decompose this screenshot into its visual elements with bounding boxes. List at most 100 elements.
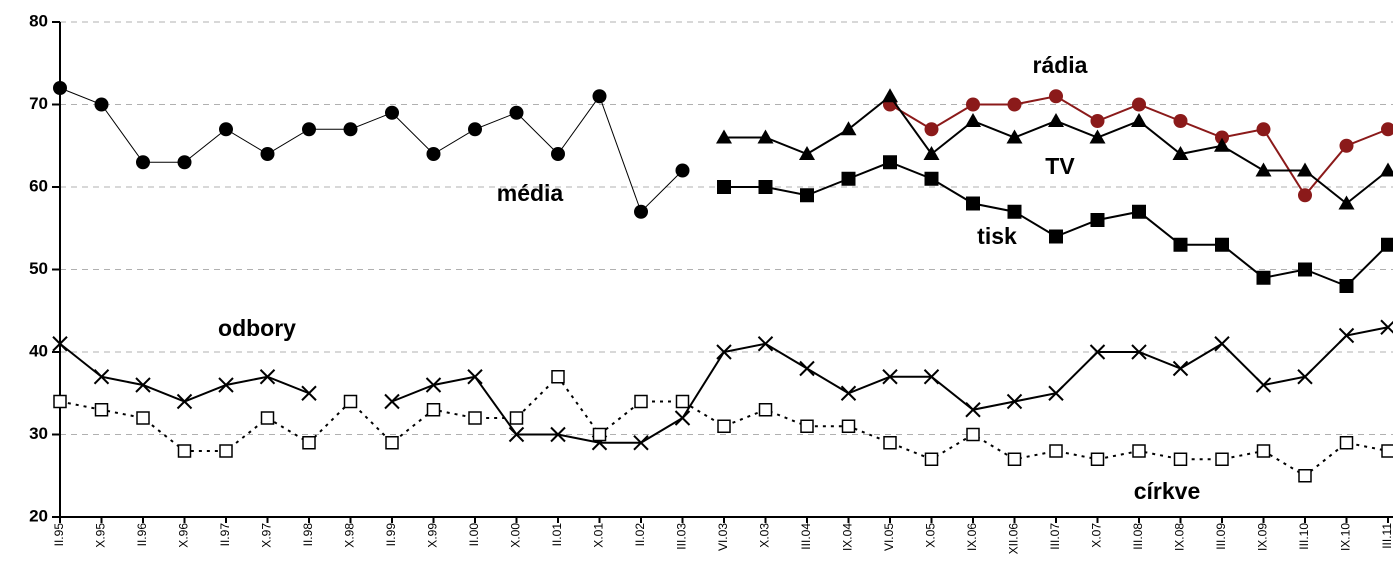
x-tick-label: II.95 <box>52 523 66 547</box>
y-tick-label: 80 <box>29 11 48 30</box>
point <box>882 369 898 385</box>
x-tick-label: X.03 <box>758 523 772 548</box>
point <box>1006 129 1023 144</box>
x-tick-label: XII.06 <box>1007 523 1021 555</box>
series <box>717 155 1393 293</box>
point <box>260 147 275 161</box>
point <box>177 155 192 170</box>
point <box>1380 319 1393 335</box>
x-tick-label: X.97 <box>260 523 274 548</box>
point <box>509 105 524 120</box>
point <box>799 146 815 160</box>
series-label: tisk <box>977 223 1017 249</box>
series-line <box>59 87 683 213</box>
x-tick-label: II.02 <box>633 523 647 547</box>
point <box>1172 360 1189 377</box>
point <box>1297 369 1313 385</box>
point <box>1215 452 1229 466</box>
x-tick-label: X.01 <box>592 523 606 548</box>
point <box>633 435 649 451</box>
point <box>883 155 897 170</box>
point <box>1049 229 1063 244</box>
point <box>343 122 358 137</box>
x-tick-label: II.97 <box>218 523 232 547</box>
point <box>1338 195 1355 210</box>
point <box>218 377 234 393</box>
series-label: odbory <box>218 315 296 341</box>
point <box>840 121 857 136</box>
point <box>675 394 690 409</box>
point <box>468 411 482 425</box>
series <box>716 88 1393 210</box>
series-line <box>59 375 1389 477</box>
point <box>176 393 193 410</box>
point <box>1007 204 1022 219</box>
point <box>1006 393 1023 410</box>
y-tick-label: 40 <box>29 341 48 360</box>
point <box>716 129 732 144</box>
x-tick-label: IX.04 <box>841 523 855 551</box>
y-tick-label: 50 <box>29 259 48 278</box>
series-label: církve <box>1134 478 1201 504</box>
point <box>1172 146 1189 160</box>
point <box>592 89 607 104</box>
point <box>551 370 565 384</box>
point <box>923 369 940 385</box>
x-tick-label: VI.05 <box>882 523 896 551</box>
point <box>1089 344 1106 360</box>
point <box>1256 270 1271 285</box>
point <box>1048 113 1064 127</box>
point <box>509 411 524 425</box>
x-tick-label: IX.09 <box>1256 523 1270 551</box>
point <box>882 88 898 103</box>
point <box>966 427 980 442</box>
point <box>1090 213 1105 227</box>
point <box>883 436 897 450</box>
point <box>716 344 732 360</box>
point <box>634 204 648 219</box>
point <box>1131 344 1147 360</box>
point <box>717 180 731 194</box>
point <box>800 419 814 433</box>
point <box>385 436 399 450</box>
point <box>924 452 939 466</box>
point <box>426 147 441 161</box>
x-tick-label: III.07 <box>1048 523 1062 550</box>
x-tick-label: III.10 <box>1297 523 1311 550</box>
series <box>53 81 690 219</box>
y-tick-label: 30 <box>29 424 48 443</box>
point <box>550 426 566 443</box>
point <box>758 403 773 417</box>
point <box>1256 122 1271 137</box>
point <box>1090 452 1105 466</box>
point <box>757 336 774 352</box>
point <box>757 129 774 144</box>
point <box>136 411 150 425</box>
point <box>717 419 731 433</box>
x-tick-label: III.08 <box>1131 523 1145 550</box>
x-tick-label: X.96 <box>177 523 191 548</box>
point <box>1298 469 1312 483</box>
point <box>135 377 151 393</box>
x-tick-label: X.99 <box>426 523 440 548</box>
point <box>1214 137 1230 152</box>
x-tick-label: II.01 <box>550 523 564 547</box>
point <box>1173 237 1188 252</box>
point <box>1255 377 1272 393</box>
point <box>1090 114 1105 128</box>
point <box>1132 97 1146 112</box>
point <box>1007 97 1022 112</box>
x-tick-label: II.96 <box>135 523 149 547</box>
point <box>301 385 317 401</box>
point <box>924 171 939 186</box>
point <box>385 105 399 120</box>
x-tick-label: IX.10 <box>1339 523 1353 551</box>
point <box>259 369 276 385</box>
x-tick-label: II.98 <box>301 523 315 547</box>
x-tick-label: VI.03 <box>716 523 730 551</box>
point <box>1339 436 1354 450</box>
x-tick-label: II.99 <box>384 523 398 547</box>
point <box>53 394 67 409</box>
point <box>1173 452 1188 466</box>
